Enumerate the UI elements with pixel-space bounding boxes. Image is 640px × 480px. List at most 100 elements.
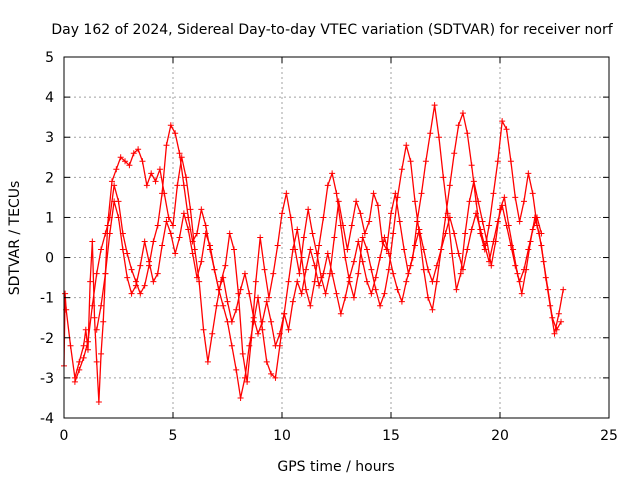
data-point — [350, 258, 357, 265]
data-point — [80, 354, 87, 361]
data-point — [468, 162, 475, 169]
data-point — [364, 278, 371, 285]
data-point — [193, 274, 200, 281]
x-tick-label: 5 — [169, 428, 178, 444]
data-point — [499, 118, 506, 125]
x-tick-label: 15 — [382, 428, 400, 444]
data-point — [91, 314, 98, 321]
data-point — [431, 102, 438, 109]
data-point — [390, 270, 397, 277]
data-point — [132, 282, 139, 289]
data-point — [98, 302, 105, 309]
data-point — [285, 326, 292, 333]
data-point — [466, 198, 473, 205]
data-point — [172, 250, 179, 257]
data-point — [62, 290, 69, 297]
data-point — [462, 230, 469, 237]
data-point — [233, 366, 240, 373]
data-point — [289, 298, 296, 305]
data-point — [403, 278, 410, 285]
data-point — [228, 318, 235, 325]
data-point — [479, 218, 486, 225]
data-point — [100, 318, 107, 325]
data-point — [335, 198, 342, 205]
data-point — [261, 266, 268, 273]
data-point — [146, 258, 153, 265]
data-point — [507, 158, 514, 165]
data-point — [82, 326, 89, 333]
data-point — [451, 230, 458, 237]
data-point — [440, 174, 447, 181]
data-point — [553, 326, 560, 333]
data-point — [259, 326, 266, 333]
data-point — [311, 278, 318, 285]
data-point — [503, 126, 510, 133]
y-tick-label: 3 — [45, 130, 54, 146]
data-point — [76, 366, 83, 373]
data-point — [139, 158, 146, 165]
data-point — [529, 190, 536, 197]
data-point — [464, 246, 471, 253]
data-point — [411, 242, 418, 249]
data-point — [252, 278, 259, 285]
data-point — [228, 342, 235, 349]
data-point — [392, 190, 399, 197]
data-point — [183, 174, 190, 181]
data-point — [141, 238, 148, 245]
data-point — [324, 250, 331, 257]
data-point — [490, 190, 497, 197]
data-point — [235, 290, 242, 297]
y-tick-label: 0 — [45, 251, 54, 267]
data-point — [130, 150, 137, 157]
data-point — [211, 266, 218, 273]
data-point — [425, 294, 432, 301]
x-tick-label: 0 — [60, 428, 69, 444]
data-point — [473, 210, 480, 217]
data-point — [154, 270, 161, 277]
data-point — [117, 154, 124, 161]
data-point — [159, 190, 166, 197]
data-point — [551, 330, 558, 337]
series-trace-b — [71, 110, 567, 401]
data-point — [87, 278, 94, 285]
data-point — [407, 158, 414, 165]
data-point — [170, 222, 176, 229]
data-point — [486, 258, 493, 265]
data-point — [464, 130, 471, 137]
data-point — [209, 330, 216, 337]
data-point — [148, 170, 155, 177]
data-point — [516, 218, 523, 225]
data-point — [560, 286, 567, 293]
series-trace-a — [61, 102, 565, 405]
data-point — [333, 190, 340, 197]
data-point — [250, 314, 257, 321]
data-point — [239, 350, 246, 357]
data-point — [394, 286, 401, 293]
data-point — [174, 182, 181, 189]
data-point — [520, 266, 527, 273]
data-point — [520, 198, 527, 205]
data-point — [455, 122, 462, 129]
data-point — [71, 378, 78, 385]
data-point — [126, 162, 133, 169]
data-point — [337, 310, 344, 317]
data-point — [348, 222, 355, 229]
data-point — [102, 270, 109, 277]
data-point — [538, 242, 545, 249]
data-point — [305, 206, 312, 213]
data-point — [324, 182, 331, 189]
data-point — [163, 142, 170, 149]
data-point — [457, 270, 464, 277]
data-point — [398, 298, 405, 305]
data-point — [246, 290, 253, 297]
data-point — [115, 214, 122, 221]
data-point — [490, 238, 497, 245]
data-point — [316, 282, 323, 289]
data-point — [237, 394, 244, 401]
y-tick-label: -2 — [40, 331, 54, 347]
data-point — [185, 226, 192, 233]
data-point — [204, 358, 211, 365]
data-point — [276, 330, 283, 337]
data-point — [381, 290, 388, 297]
chart-title: Day 162 of 2024, Sidereal Day-to-day VTE… — [51, 22, 613, 38]
